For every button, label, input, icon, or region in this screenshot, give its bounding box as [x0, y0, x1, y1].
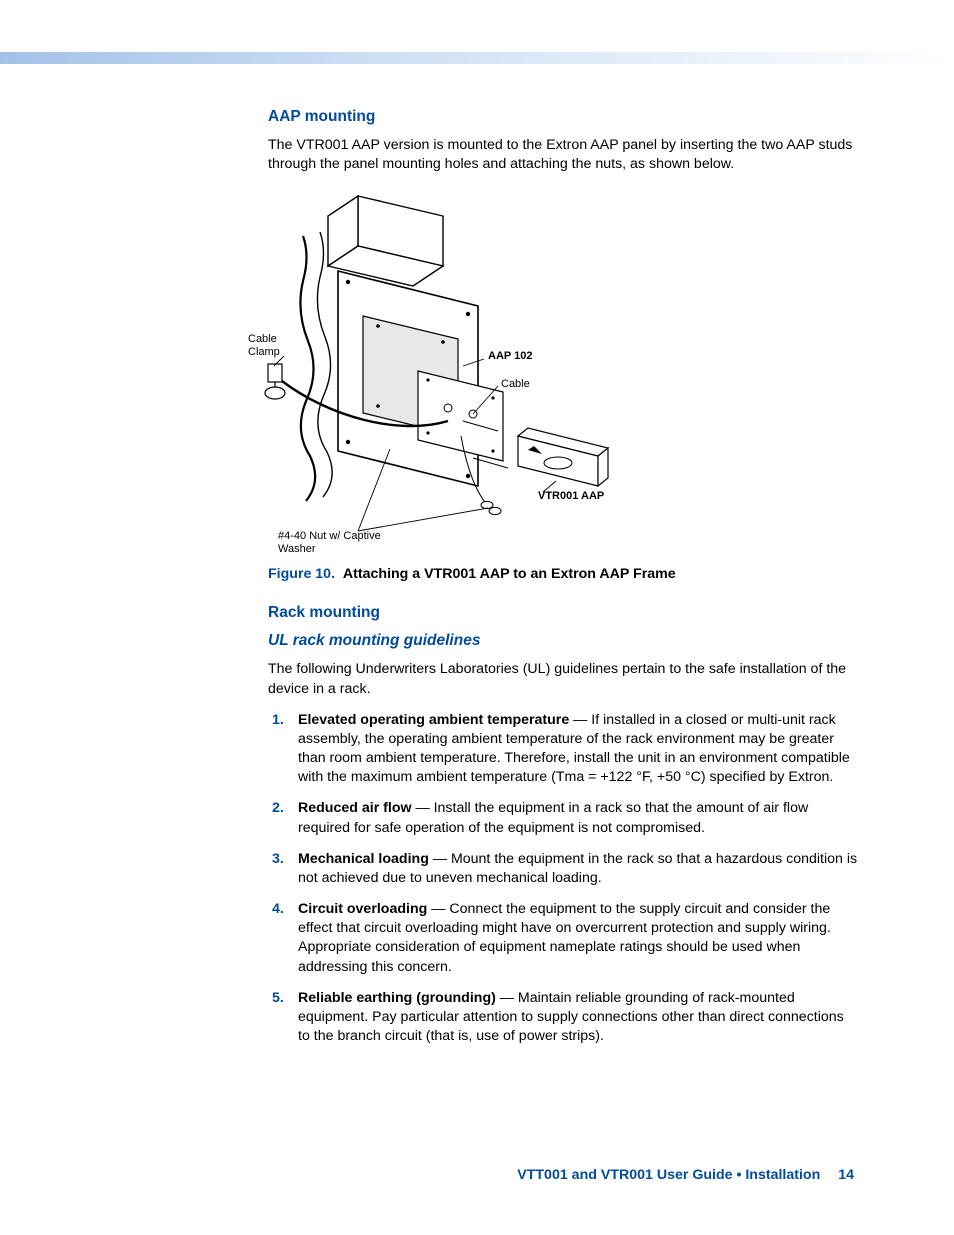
guideline-lead: Reliable earthing (grounding)	[298, 990, 496, 1006]
page-number: 14	[838, 1167, 854, 1183]
figure-caption: Figure 10. Attaching a VTR001 AAP to an …	[268, 566, 858, 582]
guideline-item: Reliable earthing (grounding) — Maintain…	[268, 989, 858, 1047]
figure-number: Figure 10.	[268, 566, 335, 582]
heading-rack-mounting: Rack mounting	[268, 604, 858, 622]
aap-mounting-body: The VTR001 AAP version is mounted to the…	[268, 136, 858, 174]
page-content: AAP mounting The VTR001 AAP version is m…	[268, 108, 858, 1058]
label-cable: Cable	[501, 378, 530, 391]
guideline-lead: Reduced air flow	[298, 800, 412, 816]
diagram-aap-mounting: CableClamp AAP 102 Cable VTR001 AAP #4-4…	[248, 186, 628, 566]
label-cable-clamp: CableClamp	[248, 333, 280, 358]
guideline-item: Circuit overloading — Connect the equipm…	[268, 900, 858, 977]
top-stripe	[0, 52, 954, 64]
guideline-item: Elevated operating ambient temperature —…	[268, 711, 858, 788]
figure-title: Attaching a VTR001 AAP to an Extron AAP …	[343, 566, 676, 582]
guidelines-list: Elevated operating ambient temperature —…	[268, 711, 858, 1047]
guideline-lead: Mechanical loading	[298, 851, 429, 867]
ul-intro: The following Underwriters Laboratories …	[268, 660, 858, 698]
page-footer: VTT001 and VTR001 User Guide • Installat…	[517, 1167, 854, 1183]
label-nut: #4-40 Nut w/ CaptiveWasher	[278, 530, 381, 555]
guideline-lead: Circuit overloading	[298, 901, 427, 917]
heading-ul-guidelines: UL rack mounting guidelines	[268, 632, 858, 650]
guideline-item: Mechanical loading — Mount the equipment…	[268, 850, 858, 888]
heading-aap-mounting: AAP mounting	[268, 108, 858, 126]
figure-10: CableClamp AAP 102 Cable VTR001 AAP #4-4…	[268, 186, 858, 582]
label-vtr001-aap: VTR001 AAP	[538, 490, 604, 503]
guideline-lead: Elevated operating ambient temperature	[298, 712, 569, 728]
label-aap-102: AAP 102	[488, 350, 532, 363]
guideline-item: Reduced air flow — Install the equipment…	[268, 799, 858, 837]
footer-text: VTT001 and VTR001 User Guide • Installat…	[517, 1167, 820, 1183]
